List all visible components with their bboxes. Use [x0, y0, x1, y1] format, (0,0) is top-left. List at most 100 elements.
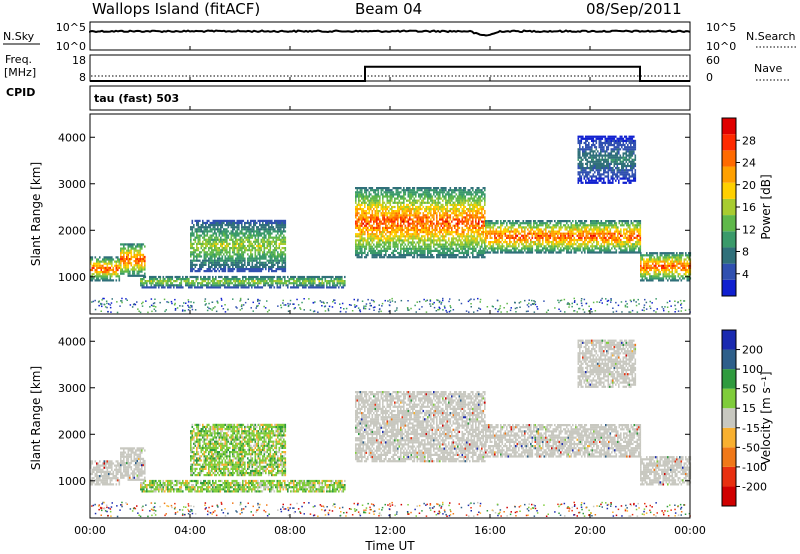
power-cell — [392, 216, 395, 219]
power-cell — [425, 233, 428, 236]
power-cell — [215, 275, 217, 279]
power-cell — [401, 216, 404, 219]
power-cell — [409, 208, 411, 211]
power-cell — [481, 239, 483, 242]
power-cell — [469, 247, 471, 250]
power-cell — [200, 230, 203, 233]
power-cell — [120, 251, 122, 254]
power-cell — [527, 249, 529, 252]
power-cell — [388, 210, 390, 213]
power-cell — [425, 231, 428, 234]
power-cell — [102, 258, 104, 261]
power-cell — [206, 244, 209, 248]
power-cell — [200, 255, 203, 258]
power-cell — [229, 221, 231, 225]
power-cell — [370, 214, 372, 217]
power-cell — [431, 208, 434, 211]
power-cell — [455, 205, 458, 209]
power-cell — [446, 231, 449, 234]
power-cell — [254, 255, 257, 258]
power-cell — [492, 232, 495, 235]
power-cell — [512, 234, 514, 237]
power-cell — [383, 249, 386, 252]
power-cell — [367, 241, 369, 244]
power-cell — [373, 226, 375, 229]
power-cell — [424, 239, 426, 242]
power-cell — [274, 263, 276, 266]
power-cell — [506, 224, 508, 227]
power-cell — [488, 241, 490, 244]
power-cell — [419, 256, 422, 259]
power-cell — [540, 230, 543, 233]
power-cell — [356, 224, 359, 227]
power-cell — [227, 255, 230, 258]
power-cell — [394, 197, 396, 200]
power-cell — [386, 231, 389, 234]
power-cell — [250, 257, 252, 260]
power-cell — [296, 282, 298, 285]
power-cell — [418, 235, 420, 238]
power-cell — [491, 247, 493, 250]
power-cell — [206, 232, 209, 235]
power-cell — [186, 280, 189, 283]
power-cell — [500, 226, 502, 229]
power-cell — [142, 243, 145, 246]
power-cell — [246, 278, 249, 281]
power-cell — [448, 243, 450, 246]
power-cell — [247, 261, 249, 264]
power-cell — [221, 259, 224, 262]
power-cell — [259, 265, 261, 269]
power-cell — [452, 256, 455, 259]
power-cell — [409, 216, 411, 219]
power-cell — [170, 278, 172, 281]
power-cell — [463, 235, 465, 238]
power-cell — [265, 247, 267, 250]
power-cell — [262, 221, 264, 225]
power-cell — [245, 247, 248, 250]
power-cell — [385, 205, 387, 209]
power-cell — [522, 243, 525, 246]
power-cell — [247, 268, 249, 271]
power-cell — [241, 253, 243, 256]
power-cell — [382, 203, 384, 206]
power-cell — [443, 191, 446, 194]
power-cell — [248, 255, 251, 258]
power-cell — [285, 282, 288, 285]
power-cell — [460, 243, 462, 246]
power-cell — [403, 195, 405, 198]
power-cell — [197, 249, 200, 252]
power-cell — [260, 278, 262, 281]
power-cell — [379, 228, 381, 232]
power-cell — [355, 193, 357, 196]
power-cell — [100, 266, 103, 269]
power-cell — [482, 222, 485, 225]
power-cell — [440, 216, 443, 219]
power-cell — [464, 195, 467, 198]
power-cell — [484, 245, 486, 248]
power-cell — [218, 234, 221, 237]
power-cell — [153, 275, 156, 279]
power-cell — [409, 191, 411, 194]
power-cell — [138, 243, 140, 246]
power-cell — [522, 226, 525, 229]
power-cell — [109, 256, 112, 259]
power-cell — [551, 230, 553, 233]
power-cell — [473, 199, 476, 202]
power-cell — [437, 205, 440, 209]
power-cell — [274, 228, 276, 231]
power-cell — [389, 237, 392, 240]
power-cell — [368, 210, 371, 213]
power-cell — [244, 234, 246, 237]
power-cell — [400, 243, 402, 246]
power-cell — [257, 226, 260, 229]
power-cell — [263, 278, 265, 281]
power-cell — [230, 255, 233, 258]
power-cell — [359, 199, 362, 202]
power-cell — [418, 220, 420, 223]
power-cell — [243, 282, 246, 285]
power-cell — [190, 270, 192, 273]
power-cell — [317, 278, 319, 281]
power-cell — [242, 238, 245, 241]
power-cell — [498, 241, 501, 244]
power-cell — [482, 197, 485, 200]
